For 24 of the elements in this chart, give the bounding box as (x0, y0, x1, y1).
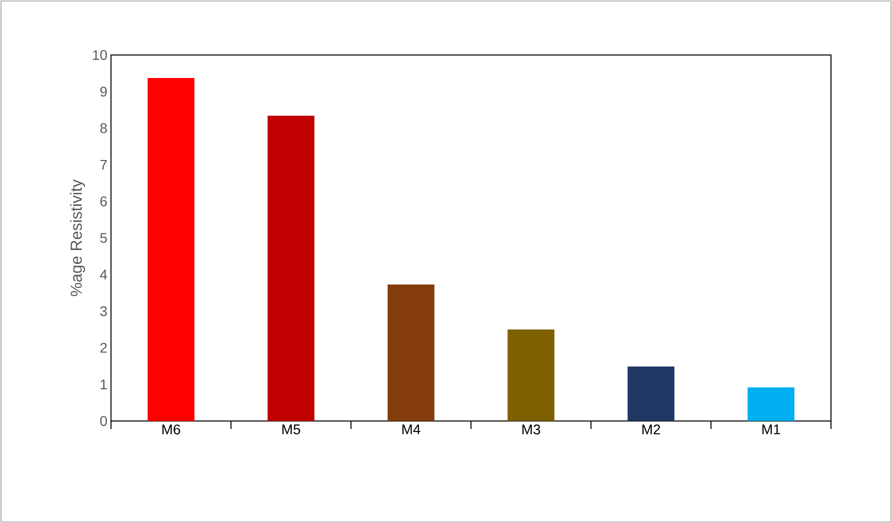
y-tick-label: 4 (100, 270, 108, 280)
y-tick-label: 3 (100, 306, 107, 316)
bar (628, 366, 674, 421)
y-tick-label: 0 (100, 416, 107, 426)
y-tick-label: 6 (100, 196, 107, 206)
x-tick-label: M5 (282, 424, 300, 434)
bar (148, 78, 194, 421)
y-tick-label: 9 (100, 86, 107, 97)
bar (268, 116, 314, 421)
y-tick-label: 1 (100, 380, 107, 390)
y-tick-label: 7 (100, 160, 107, 170)
y-tick-label: 5 (100, 233, 107, 243)
bar (388, 284, 434, 421)
bar (508, 330, 554, 421)
x-tick-label: M4 (402, 424, 420, 434)
y-axis-title: %age Resistivity (70, 179, 86, 296)
x-tick-label: M6 (162, 424, 180, 434)
bar (748, 387, 794, 421)
x-tick-label: M1 (762, 424, 780, 434)
y-tick-label: 8 (100, 123, 107, 134)
y-tick-label: 10 (92, 50, 107, 60)
x-tick-label: M3 (522, 424, 540, 434)
x-tick-label: M2 (642, 424, 660, 434)
y-tick-label: 2 (100, 342, 107, 353)
